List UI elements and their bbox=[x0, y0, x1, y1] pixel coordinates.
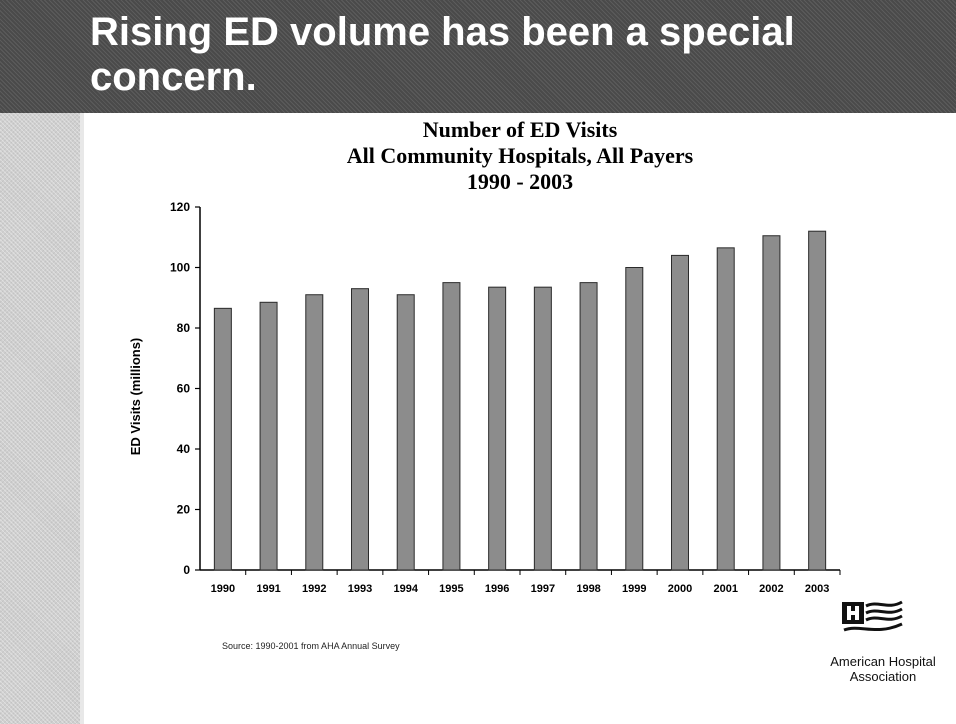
bar-series bbox=[213, 230, 827, 571]
y-tick-label: 40 bbox=[177, 442, 191, 456]
x-tick-label: 1995 bbox=[439, 583, 463, 595]
x-tick-label: 1990 bbox=[211, 583, 235, 595]
x-tick-label: 2002 bbox=[759, 583, 783, 595]
bar-2000 bbox=[671, 254, 689, 571]
x-tick-label: 1997 bbox=[531, 583, 555, 595]
bar-1991 bbox=[259, 301, 278, 571]
y-tick-label: 100 bbox=[170, 261, 190, 275]
bar-1995 bbox=[442, 282, 461, 571]
y-tick-label: 0 bbox=[183, 563, 190, 577]
x-tick-label: 1993 bbox=[348, 583, 372, 595]
bar-1998 bbox=[579, 282, 598, 571]
bar-2002 bbox=[762, 235, 781, 571]
chart-title-line-2: All Community Hospitals, All Payers bbox=[347, 143, 694, 168]
chart-title-line-1: Number of ED Visits bbox=[423, 117, 618, 142]
y-tick-label: 120 bbox=[170, 200, 190, 214]
bar-1992 bbox=[305, 294, 324, 571]
y-axis: 0 20 40 60 80 100 120 bbox=[170, 200, 201, 577]
bar-1997 bbox=[533, 286, 552, 571]
y-axis-label: ED Visits (millions) bbox=[128, 338, 143, 456]
x-axis: 1990 1991 1992 1993 1994 1995 1996 1997 1998 1999… bbox=[200, 569, 841, 595]
title-banner: Rising ED volume has been a special conc… bbox=[0, 0, 956, 113]
y-tick-label: 80 bbox=[177, 321, 191, 335]
bar-1996 bbox=[488, 286, 507, 571]
bar-1990 bbox=[213, 307, 232, 571]
x-tick-label: 1996 bbox=[485, 583, 509, 595]
aha-flag-logo-icon bbox=[842, 600, 903, 632]
sidebar-divider bbox=[80, 113, 84, 724]
x-tick-label: 1998 bbox=[576, 583, 600, 595]
sidebar-pattern bbox=[0, 113, 80, 724]
logo-line-2: Association bbox=[849, 669, 917, 684]
chart-title-line-3: 1990 - 2003 bbox=[467, 169, 573, 194]
x-tick-label: 1994 bbox=[393, 583, 418, 595]
bar-1994 bbox=[396, 294, 415, 571]
slide-title: Rising ED volume has been a special conc… bbox=[90, 10, 795, 99]
bar-1999 bbox=[625, 267, 644, 571]
source-note: Source: 1990-2001 from AHA Annual Survey bbox=[222, 641, 400, 651]
aha-logo: American Hospital Association bbox=[820, 598, 940, 698]
x-tick-label: 1992 bbox=[302, 583, 326, 595]
x-tick-label: 2000 bbox=[668, 583, 692, 595]
bar-2003 bbox=[808, 230, 827, 571]
x-tick-label: 1991 bbox=[256, 583, 280, 595]
logo-text: American Hospital Association bbox=[820, 654, 946, 684]
bar-2001 bbox=[716, 247, 735, 571]
logo-line-1: American Hospital bbox=[830, 654, 936, 669]
x-tick-label: 2001 bbox=[713, 583, 737, 595]
y-tick-label: 60 bbox=[177, 382, 191, 396]
x-tick-label: 1999 bbox=[622, 583, 646, 595]
y-tick-label: 20 bbox=[177, 503, 191, 517]
x-tick-label: 2003 bbox=[805, 583, 829, 595]
bar-1993 bbox=[351, 288, 369, 571]
